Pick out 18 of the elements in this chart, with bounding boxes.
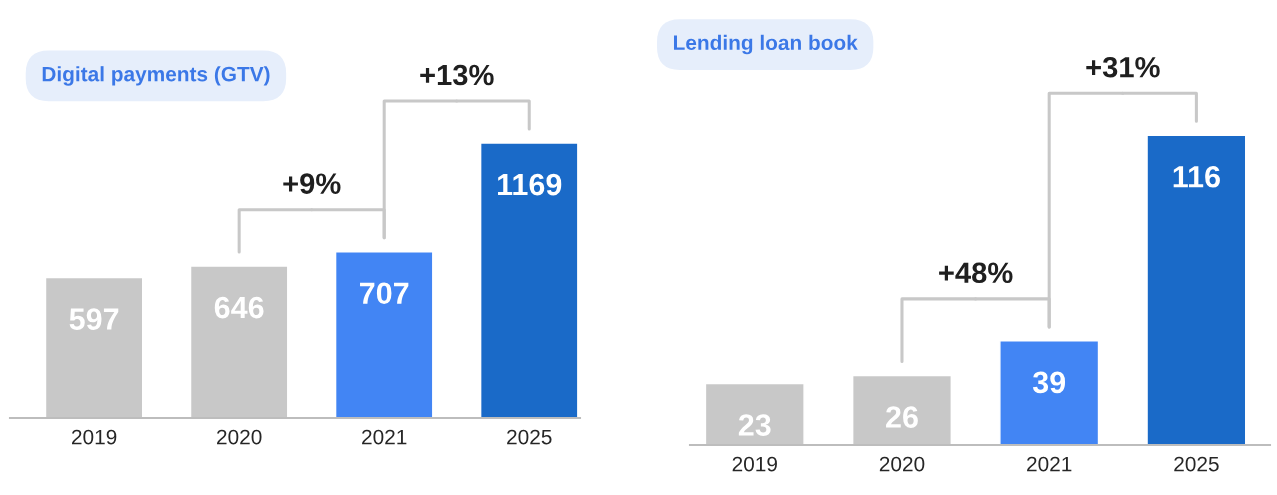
annotation: +48% [939,262,1013,284]
data-label: 1169 [498,173,562,196]
x-tick-label: 2021 [362,429,407,445]
x-tick-label: 2019 [732,456,777,472]
chart-title: Lending loan book [673,34,858,55]
data-label: 116 [1173,165,1220,188]
text: +13% [420,64,494,86]
annotation: +9% [283,173,341,194]
x-tick-label: 2025 [507,429,552,445]
data-label: 707 [360,282,409,305]
x-tick-label: 2025 [1174,456,1219,472]
text: +31% [1086,56,1160,78]
x-tick-label: 2019 [72,429,117,445]
x-tick-label: 2020 [879,456,925,472]
data-label: 39 [1032,371,1066,394]
x-tick-label: 2020 [217,429,262,445]
chart-title: Digital payments (GTV) [42,66,270,86]
x-tick-label: 2021 [1027,456,1072,472]
